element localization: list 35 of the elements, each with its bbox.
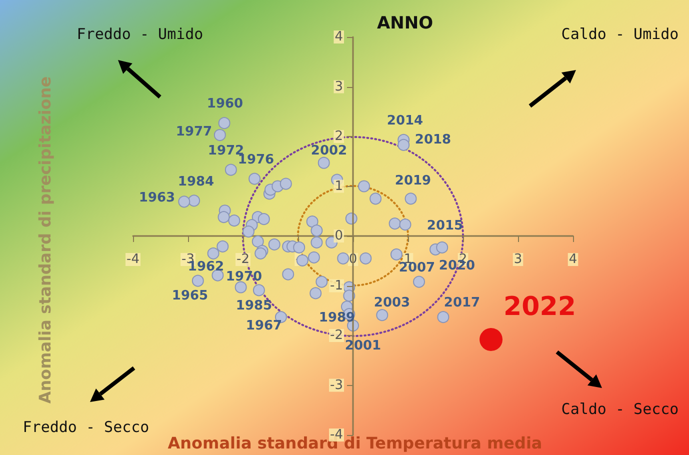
annotation: Caldo - Umido <box>561 25 679 43</box>
annotation: 2018 <box>414 132 452 148</box>
series-label: 2022 <box>504 292 576 322</box>
annotation: 1970 <box>226 270 262 284</box>
y-tick-label: 3 <box>334 79 343 94</box>
x-tick-label: -4 <box>126 252 140 267</box>
y-tick-label: 1 <box>334 178 343 194</box>
annotation: 1985 <box>236 298 272 314</box>
annotation: 2002 <box>310 144 348 158</box>
annotation: 1984 <box>178 174 214 190</box>
annotation: Freddo - Secco <box>22 418 150 436</box>
y-tick-label: -3 <box>330 378 343 393</box>
x-tick-label: 3 <box>514 252 522 267</box>
y-tick-label: -2 <box>330 328 343 343</box>
annotation: 1977 <box>176 124 212 140</box>
chart-title: ANNO <box>376 14 434 34</box>
annotation: 1967 <box>246 318 282 334</box>
x-tick-label: -2 <box>236 252 250 267</box>
y-tick-label: 2 <box>334 129 343 144</box>
annotation: 1963 <box>138 190 176 206</box>
y-tick-label: 0 <box>334 228 343 244</box>
y-tick-label: -4 <box>330 428 343 442</box>
annotation: 2019 <box>394 174 432 188</box>
annotation: 2017 <box>444 296 480 310</box>
annotation: 2015 <box>426 218 464 234</box>
y-tick-label: -1 <box>330 278 343 294</box>
y-axis-title: Anomalia standard di precipitazione <box>36 76 54 404</box>
x-tick-label: 4 <box>568 252 578 267</box>
annotation: 1965 <box>172 288 208 304</box>
annotation: 2014 <box>386 114 424 128</box>
annotation: Caldo - Secco <box>561 400 679 418</box>
annotation: Freddo - Umido <box>76 25 204 43</box>
annotation: 2003 <box>374 296 410 310</box>
y-tick-label: 4 <box>334 30 343 44</box>
annotation: 1960 <box>206 96 244 112</box>
